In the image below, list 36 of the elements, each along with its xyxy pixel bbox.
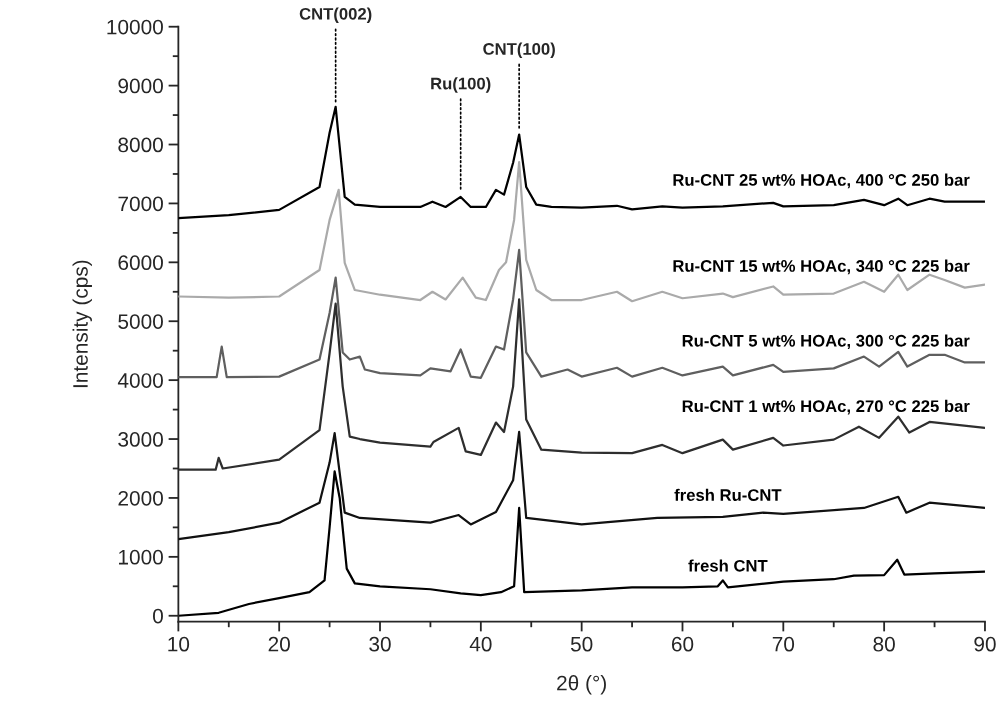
series-label: Ru-CNT 25 wt% HOAc, 400 °C 250 bar bbox=[673, 173, 970, 189]
line-series bbox=[178, 470, 985, 617]
series-label: fresh Ru-CNT bbox=[674, 488, 782, 501]
x-tick-label: 90 bbox=[974, 636, 996, 652]
x-tick-label: 20 bbox=[268, 636, 290, 652]
x-tick-label: 70 bbox=[772, 636, 795, 652]
series-label: Ru-CNT 1 wt% HOAc, 270 °C 225 bar bbox=[682, 399, 970, 415]
y-tick-label: 1000 bbox=[119, 549, 163, 565]
y-tick-label: 9000 bbox=[118, 78, 163, 94]
line-series bbox=[178, 248, 985, 379]
line-series bbox=[178, 430, 985, 541]
y-tick-label: 8000 bbox=[118, 137, 163, 153]
x-tick-label: 80 bbox=[873, 636, 895, 652]
annotation: CNT(002) bbox=[299, 7, 372, 24]
y-tick-label: 5000 bbox=[118, 314, 163, 329]
x-axis-title: 2θ (°) bbox=[557, 675, 606, 695]
y-tick-label: 6000 bbox=[118, 255, 163, 271]
y-tick-label: 7000 bbox=[118, 196, 163, 212]
series-label: fresh CNT bbox=[688, 559, 768, 572]
series-label: Ru-CNT 5 wt% HOAc, 300 °C 225 bar bbox=[682, 334, 970, 350]
y-tick-label: 10000 bbox=[107, 19, 163, 35]
y-tick-label: 3000 bbox=[118, 432, 163, 447]
series-label: Ru-CNT 15 wt% HOAc, 340 °C 225 bar bbox=[673, 259, 970, 275]
annotation: Ru(100) bbox=[431, 77, 491, 93]
y-tick-label: 2000 bbox=[118, 490, 163, 506]
line-series bbox=[178, 161, 985, 303]
x-tick-label: 60 bbox=[671, 636, 694, 652]
line-series bbox=[178, 105, 985, 220]
y-tick-label: 4000 bbox=[117, 373, 163, 388]
x-tick-label: 50 bbox=[570, 636, 593, 652]
x-tick-label: 10 bbox=[168, 636, 190, 652]
annotation: CNT(100) bbox=[483, 42, 555, 59]
y-axis-title: Intensity (cps) bbox=[72, 260, 92, 388]
x-tick-label: 30 bbox=[369, 636, 391, 652]
x-tick-label: 40 bbox=[469, 636, 492, 652]
y-tick-label: 0 bbox=[153, 608, 163, 624]
